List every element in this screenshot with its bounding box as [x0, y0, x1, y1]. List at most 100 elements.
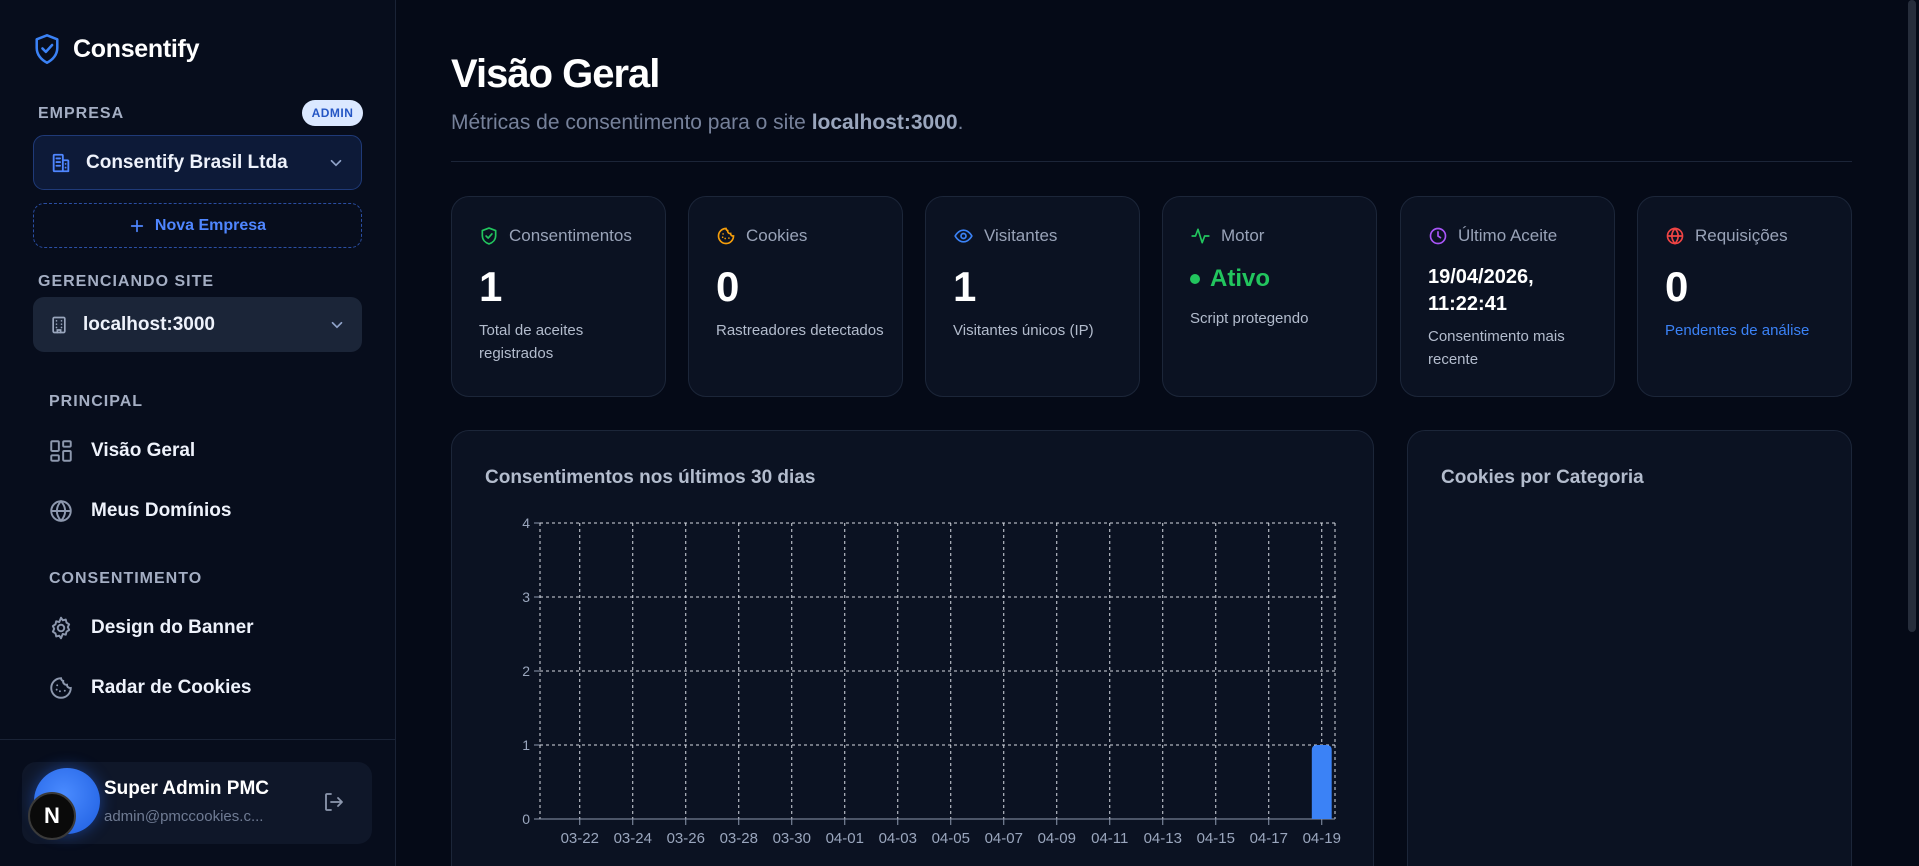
page-title: Visão Geral: [451, 52, 660, 96]
x-tick-label: 03-24: [614, 830, 652, 847]
stat-value: 1: [953, 263, 977, 310]
cookie-icon: [50, 677, 72, 699]
building-icon: [52, 316, 66, 333]
x-tick-label: 04-09: [1038, 830, 1076, 847]
site-section-label: GERENCIANDO SITE: [38, 273, 215, 290]
dev-badge[interactable]: N: [28, 792, 76, 840]
nav-item-design-do-banner[interactable]: Design do Banner: [48, 605, 368, 651]
x-tick-label: 04-05: [932, 830, 970, 847]
admin-badge: ADMIN: [302, 100, 363, 126]
page-scrollbar[interactable]: [1908, 0, 1916, 632]
gear-icon: [51, 616, 71, 640]
header-divider: [451, 161, 1852, 162]
y-tick-label: 0: [522, 811, 530, 827]
plus-icon: [130, 219, 144, 232]
company-section-label: EMPRESA: [38, 105, 125, 122]
activity-icon: [1191, 228, 1210, 244]
user-name: Super Admin PMC: [104, 778, 270, 799]
x-tick-label: 04-11: [1091, 830, 1128, 847]
stat-value: Ativo: [1210, 265, 1270, 292]
nav-section-consentimento: CONSENTIMENTO: [49, 570, 203, 587]
clock-icon: [1429, 227, 1447, 245]
x-tick-label: 04-17: [1250, 830, 1288, 847]
new-company-button[interactable]: Nova Empresa: [33, 203, 362, 248]
stat-value: 19/04/2026, 11:22:41: [1428, 266, 1534, 315]
subtitle-suffix: .: [957, 111, 964, 134]
stat-desc: Visitantes únicos (IP): [953, 322, 1094, 339]
stat-label: Motor: [1221, 226, 1265, 245]
y-tick-label: 1: [522, 737, 530, 753]
nav-item-radar-de-cookies[interactable]: Radar de Cookies: [48, 665, 368, 711]
stat-desc-link[interactable]: Pendentes de análise: [1665, 322, 1810, 339]
x-tick-label: 04-03: [879, 830, 917, 847]
cookies-panel-title: Cookies por Categoria: [1441, 467, 1644, 488]
user-email: admin@pmccookies.c...: [104, 808, 264, 825]
stat-card-motor: Motor Ativo Script protegendo: [1162, 196, 1377, 397]
y-tick-label: 2: [522, 663, 530, 679]
x-tick-label: 04-19: [1303, 830, 1341, 847]
nav-item-label: Meus Domínios: [91, 500, 232, 521]
stat-card-cookies: Cookies 0 Rastreadores detectados: [688, 196, 903, 397]
nav-scroll-fade: [0, 700, 395, 740]
y-tick-label: 4: [522, 515, 530, 531]
building-icon: [52, 153, 70, 172]
grid-icon: [50, 440, 72, 462]
stat-card-ultimo-aceite: Último Aceite 19/04/2026, 11:22:41 Conse…: [1400, 196, 1615, 397]
engine-status: Ativo: [1190, 265, 1270, 293]
globe-icon: [1666, 227, 1684, 245]
chevron-down-icon: [330, 159, 342, 166]
subtitle-prefix: Métricas de consentimento para o site: [451, 111, 812, 134]
chevron-down-icon: [331, 321, 343, 328]
site-select[interactable]: localhost:3000: [33, 297, 362, 352]
site-select-value: localhost:3000: [83, 313, 215, 335]
x-tick-label: 03-28: [720, 830, 758, 847]
brand-logo[interactable]: Consentify: [33, 33, 199, 65]
stat-card-requisicoes: Requisições 0 Pendentes de análise: [1637, 196, 1852, 397]
sidebar-divider: [0, 739, 395, 740]
brand-name: Consentify: [73, 34, 200, 63]
consent-bar-chart: 0 1 2 3 4 03-22 03-24 03-26 03-28 03-30 04-01 04-03…: [522, 515, 1341, 847]
stat-card-visitantes: Visitantes 1 Visitantes únicos (IP): [925, 196, 1140, 397]
nav-item-label: Visão Geral: [91, 440, 196, 461]
nav-item-visao-geral[interactable]: Visão Geral: [48, 428, 368, 474]
logout-button[interactable]: [322, 790, 346, 819]
sidebar: Consentify EMPRESA ADMIN Consentify Bras…: [0, 0, 396, 866]
stat-desc: Consentimento mais recente: [1428, 328, 1565, 368]
cookies-category-panel: Cookies por Categoria: [1407, 430, 1852, 866]
x-tick-label: 03-22: [561, 830, 599, 847]
stat-card-consentimentos: Consentimentos 1 Total de aceites regist…: [451, 196, 666, 397]
nav-item-meus-dominios[interactable]: Meus Domínios: [48, 488, 368, 534]
stat-desc: Total de aceites registrados: [479, 322, 584, 362]
chart-title: Consentimentos nos últimos 30 dias: [485, 467, 816, 488]
shield-logo-icon: [35, 34, 59, 64]
cookie-icon: [717, 227, 735, 245]
consent-chart-panel: Consentimentos nos últimos 30 dias 0 1 2 3 4…: [451, 430, 1374, 866]
globe-icon: [50, 499, 72, 523]
nav-item-label: Radar de Cookies: [91, 677, 252, 698]
nav-item-label: Design do Banner: [91, 617, 254, 638]
stat-label: Consentimentos: [509, 226, 632, 245]
x-tick-label: 04-13: [1144, 830, 1182, 847]
stat-desc: Rastreadores detectados: [716, 322, 884, 339]
stat-label: Último Aceite: [1458, 226, 1558, 245]
stat-label: Requisições: [1695, 226, 1788, 245]
logout-icon: [325, 793, 343, 811]
company-select[interactable]: Consentify Brasil Ltda: [33, 135, 362, 190]
x-tick-label: 03-26: [667, 830, 705, 847]
nav-section-principal: PRINCIPAL: [49, 393, 144, 410]
stat-value: 0: [1665, 263, 1689, 310]
status-dot: [1190, 274, 1200, 284]
company-select-value: Consentify Brasil Ltda: [86, 151, 288, 173]
page-subtitle: Métricas de consentimento para o site lo…: [451, 111, 963, 135]
user-card[interactable]: N Super Admin PMC admin@pmccookies.c...: [22, 762, 372, 844]
new-company-label: Nova Empresa: [154, 216, 267, 234]
stat-label: Visitantes: [984, 226, 1058, 245]
eye-icon: [954, 229, 973, 243]
subtitle-site: localhost:3000: [811, 111, 958, 134]
bar: [1311, 745, 1332, 819]
x-tick-label: 03-30: [773, 830, 811, 847]
shield-check-icon: [481, 227, 497, 245]
x-tick-label: 04-01: [826, 830, 864, 847]
stat-value: 1: [479, 263, 503, 310]
x-tick-label: 04-07: [985, 830, 1023, 847]
